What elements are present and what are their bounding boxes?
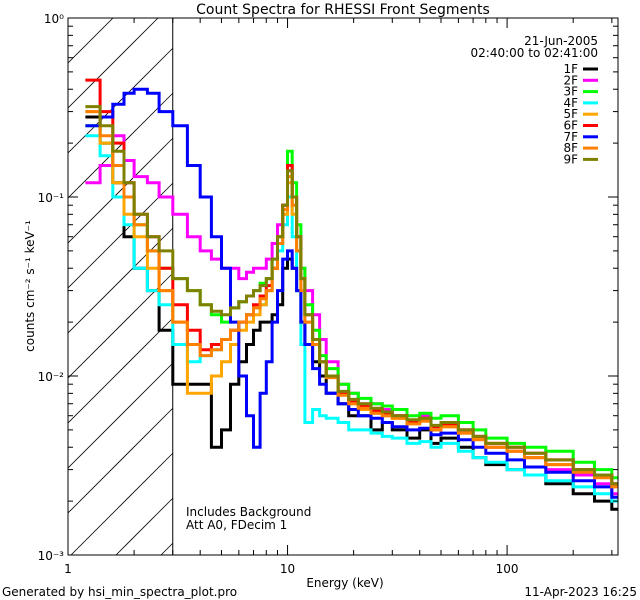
series-6f-line [85,78,618,486]
hatch-line [68,227,174,334]
legend-label-5f: 5F [563,107,578,121]
hatch-line [68,317,174,424]
hatch-line [68,18,159,109]
x-tick-label: 100 [496,562,519,576]
legend-label-4f: 4F [563,96,578,110]
chart-title: Count Spectra for RHESSI Front Segments [196,2,490,18]
hatch-line [68,92,174,199]
series-9f-line [85,105,618,486]
hatch-line [115,497,174,555]
x-tick-label: 10 [280,562,295,576]
hatch-line [160,542,174,555]
hatch-line [68,137,174,244]
footer-generated-by: Generated by hsi_min_spectra_plot.pro [2,585,237,599]
legend-label-8f: 8F [563,141,578,155]
plot-frame [67,17,619,556]
legend-label-3f: 3F [563,85,578,99]
series-7f-line [85,87,618,499]
y-axis-label: counts cm⁻² s⁻¹ keV⁻¹ [23,220,37,352]
y-tick-label: 10⁻³ [38,549,65,563]
legend-label-1f: 1F [563,62,578,76]
hatch-line [68,47,174,154]
hatched-region [68,18,174,555]
x-axis-label: Energy (keV) [306,576,383,590]
time-range-label: 02:40:00 to 02:41:00 [471,46,598,60]
annotation-background: Includes Background [186,505,311,519]
legend-label-7f: 7F [563,130,578,144]
hatch-line [68,182,174,289]
y-tick-label: 10⁻² [38,370,65,384]
hatch-line [68,18,114,64]
legend-label-6f: 6F [563,119,578,133]
legend-label-2f: 2F [563,73,578,87]
x-tick-label: 1 [64,562,72,576]
series-5f-line [85,110,618,486]
hatch-line [70,452,174,555]
hatch-line [68,362,174,469]
axes: 1 10 100 10⁰ 10⁻¹ 10⁻² 10⁻³ [38,12,618,576]
footer-timestamp: 11-Apr-2023 16:25 [524,585,637,599]
y-tick-label: 10⁰ [44,12,64,26]
series-layer [85,78,618,511]
hatch-line [68,272,174,379]
series-2f-line [85,134,618,496]
hatch-line [68,407,174,514]
series-3f-line [85,124,618,480]
legend-label-9f: 9F [563,152,578,166]
y-tick-label: 10⁻¹ [38,191,65,205]
series-1f-line [85,115,618,511]
annotation-attenuator: Att A0, FDecim 1 [186,518,287,532]
date-label: 21-Jun-2005 [524,34,598,48]
